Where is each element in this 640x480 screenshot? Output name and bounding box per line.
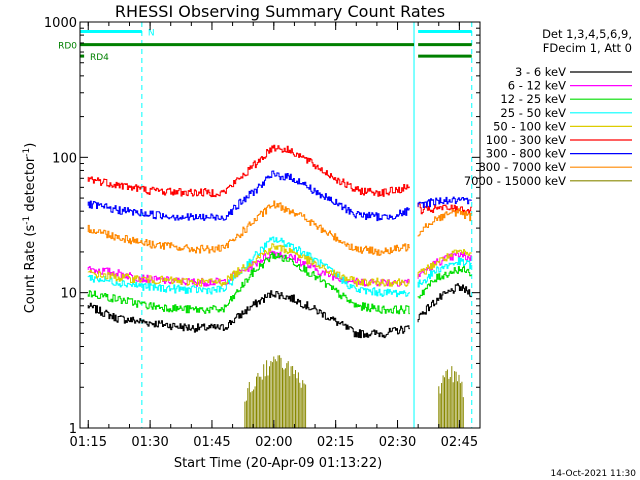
legend-header-line-1: Det 1,3,4,5,6,9, <box>542 27 632 41</box>
legend-entry-label: 7000 - 15000 keV <box>464 174 566 188</box>
x-tick-label: 01:15 <box>70 435 107 450</box>
legend-entry-label: 6 - 12 keV <box>508 79 566 93</box>
legend-entry-label: 800 - 7000 keV <box>478 160 566 174</box>
y-tick-label: 1 <box>69 422 77 437</box>
x-tick-label: 02:45 <box>441 435 478 450</box>
series-line <box>87 283 472 339</box>
legend-header-line-2: FDecim 1, Att 0 <box>543 41 632 55</box>
legend-entry-label: 25 - 50 keV <box>500 106 566 120</box>
legend-entry-label: 100 - 300 keV <box>486 133 566 147</box>
legend-entry-label: 12 - 25 keV <box>500 92 566 106</box>
series-burst <box>438 366 464 428</box>
x-tick-label: 02:00 <box>255 435 292 450</box>
y-axis-label: Count Rate (s-1 detector-1) <box>22 143 38 314</box>
axes: 01:15 01:30 01:45 02:00 02:15 02:30 02:45 1 10 10… <box>44 16 481 450</box>
flag-label-rd0: RD0 <box>58 42 77 52</box>
flag-label-rd4: RD4 <box>90 53 109 63</box>
legend-entry-label: 300 - 800 keV <box>486 147 566 161</box>
series-line <box>87 200 472 256</box>
x-tick-label: 01:30 <box>131 435 168 450</box>
flag-label-n: N <box>148 29 155 39</box>
x-tick-label: 02:15 <box>317 435 354 450</box>
plot-frame <box>79 21 481 429</box>
legend-entry-label: 3 - 6 keV <box>515 65 566 79</box>
y-tick-label: 10 <box>60 287 77 302</box>
series-line <box>87 170 472 222</box>
footer-timestamp: 14-Oct-2021 11:30 <box>551 469 637 479</box>
series-line <box>87 252 472 315</box>
x-tick-label: 02:30 <box>379 435 416 450</box>
y-tick-label: 1000 <box>44 16 77 31</box>
x-axis-label: Start Time (20-Apr-09 01:13:22) <box>174 456 382 471</box>
y-tick-label: 100 <box>52 151 77 166</box>
plot-area: N RD0 RD4 <box>58 22 473 428</box>
series-line <box>87 243 472 287</box>
x-tick-label: 01:45 <box>193 435 230 450</box>
legend: Det 1,3,4,5,6,9, FDecim 1, Att 0 3 - 6 k… <box>464 27 632 188</box>
chart-title: RHESSI Observing Summary Count Rates <box>115 2 445 21</box>
legend-entry-label: 50 - 100 keV <box>493 119 566 133</box>
series-burst <box>244 355 307 428</box>
